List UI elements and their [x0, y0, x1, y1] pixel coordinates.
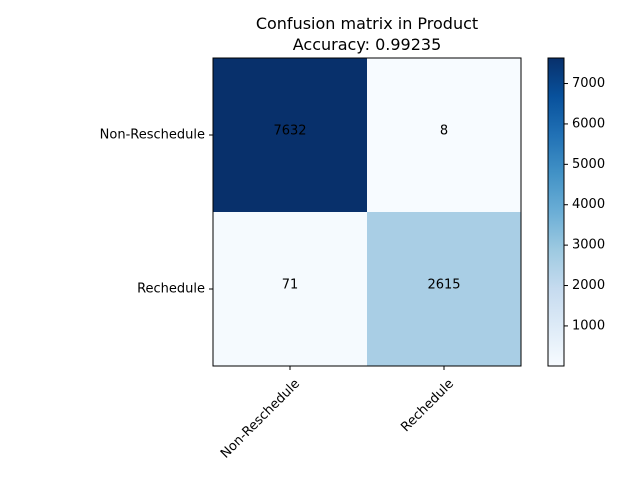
chart-title: Confusion matrix in Product [256, 14, 478, 33]
cell-value-label: 7632 [273, 124, 306, 139]
heatmap-cell [367, 58, 522, 213]
plot-frame [212, 57, 522, 367]
colorbar-tick-label: 7000 [572, 76, 605, 91]
y-tick-label: Rechedule [137, 282, 205, 297]
colorbar-tick-label: 4000 [572, 197, 605, 212]
x-tick-label: Rechedule [398, 376, 457, 435]
cell-value-label: 2615 [427, 278, 460, 293]
colorbar-tick-label: 1000 [572, 318, 605, 333]
colorbar-tick-label: 6000 [572, 116, 605, 131]
heatmap-cell [367, 212, 522, 367]
colorbar-ticks: 1000 2000 3000 4000 5000 6000 7000 [564, 76, 605, 333]
cell-value-label: 8 [440, 124, 448, 139]
heatmap-cell [213, 212, 368, 367]
colorbar-tick-label: 2000 [572, 278, 605, 293]
x-tick-label: Non-Reschedule [218, 376, 303, 461]
colorbar [547, 57, 565, 367]
heatmap-cells [213, 58, 522, 367]
cell-value-label: 71 [282, 278, 299, 293]
chart-subtitle: Accuracy: 0.99235 [293, 35, 442, 54]
y-tick-label: Non-Reschedule [100, 128, 205, 143]
heatmap-cell [213, 58, 368, 213]
colorbar-tick-label: 5000 [572, 157, 605, 172]
colorbar-tick-label: 3000 [572, 238, 605, 253]
